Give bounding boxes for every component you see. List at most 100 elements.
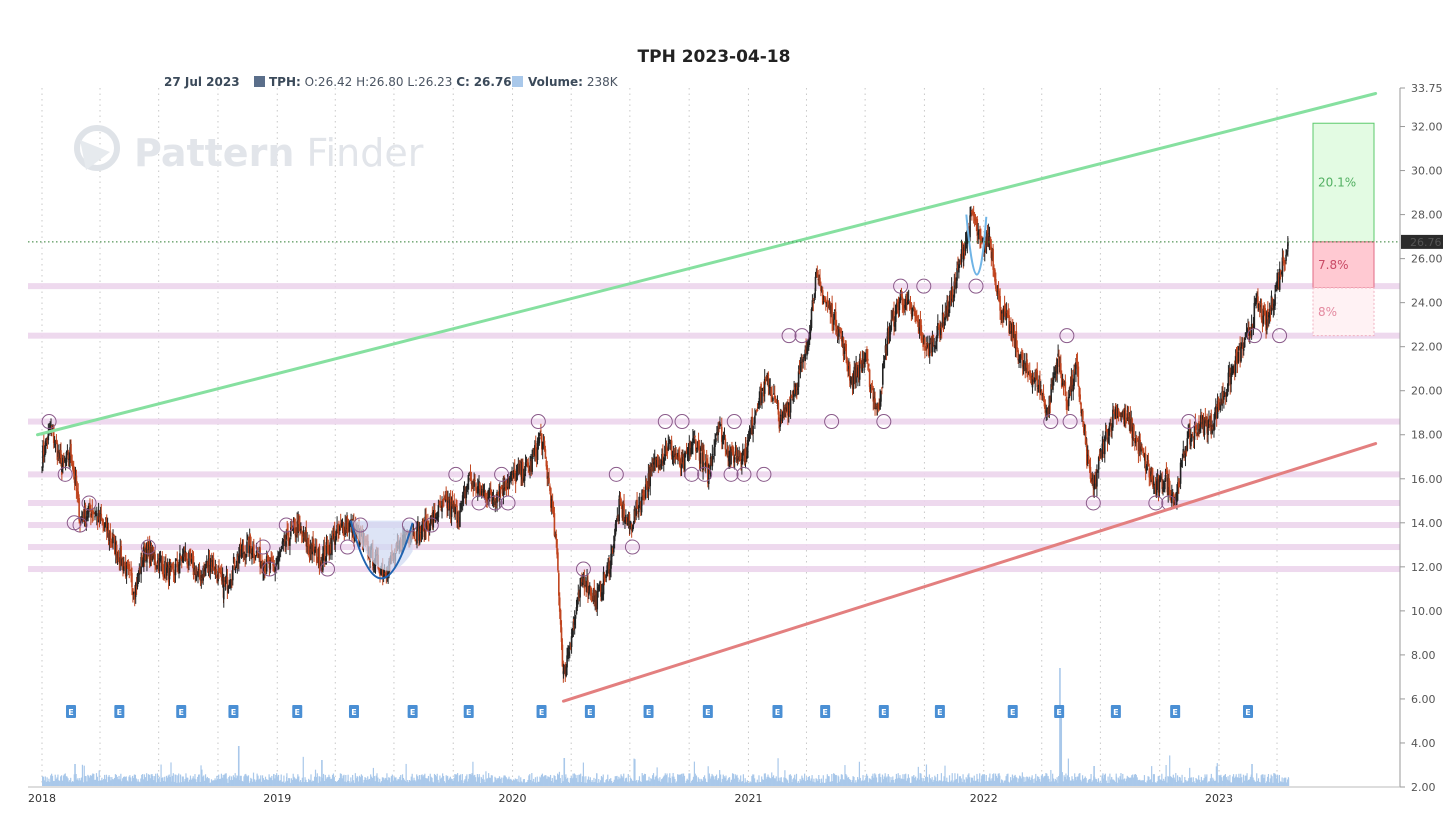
candle-body — [69, 447, 71, 460]
volume-bar — [778, 777, 780, 786]
candle-body — [79, 519, 81, 523]
candle-body — [873, 396, 875, 400]
volume-bar — [682, 776, 684, 786]
volume-bar — [1176, 775, 1179, 786]
volume-bar — [950, 780, 952, 786]
candle-body — [1081, 410, 1083, 415]
volume-bar — [319, 776, 321, 786]
volume-bar — [1237, 777, 1239, 786]
candle-body — [200, 575, 203, 581]
volume-bar — [793, 777, 795, 786]
volume-bar — [804, 773, 806, 786]
volume-bar — [702, 781, 704, 786]
candle-body — [543, 440, 546, 450]
candle-body — [684, 451, 687, 454]
volume-bar — [376, 773, 378, 786]
candle-body — [172, 569, 175, 573]
candle-body — [427, 520, 429, 526]
volume-bar — [600, 776, 603, 786]
y-tick-label: 2.00 — [1411, 781, 1436, 794]
volume-bar — [208, 778, 210, 786]
candle-body — [68, 458, 71, 461]
volume-bar — [650, 778, 652, 786]
candle-body — [439, 500, 442, 507]
candle-body — [867, 358, 869, 361]
volume-bar — [1135, 774, 1137, 786]
volume-bar — [992, 774, 994, 786]
volume-bar — [226, 778, 228, 786]
candle-body — [929, 338, 932, 340]
volume-bar — [463, 780, 465, 786]
y-tick-label: 33.75 — [1411, 82, 1443, 95]
candle-body — [1156, 478, 1159, 484]
candle-body — [1242, 346, 1244, 349]
volume-bar — [847, 777, 849, 786]
candle-body — [709, 457, 712, 470]
candle-body — [346, 522, 349, 528]
volume-bar — [627, 774, 629, 786]
candle-body — [871, 388, 874, 390]
volume-bar — [869, 778, 871, 786]
candle-body — [535, 455, 538, 458]
volume-bar — [924, 776, 927, 786]
last-price-tag-bg — [1401, 234, 1443, 249]
volume-bar — [422, 776, 424, 786]
candle-body — [123, 564, 126, 566]
volume-bar — [660, 781, 662, 786]
volume-bar — [119, 779, 121, 786]
volume-bar — [399, 776, 401, 786]
volume-bar — [711, 773, 713, 786]
volume-bar — [836, 782, 838, 786]
candle-body — [474, 479, 476, 481]
candle-body — [332, 533, 334, 539]
volume-bar — [703, 777, 705, 786]
candle-body — [373, 564, 376, 570]
volume-bar — [518, 775, 520, 786]
candle-body — [185, 552, 188, 559]
volume-bar — [1229, 774, 1231, 786]
candle-body — [310, 549, 313, 555]
candle-body — [425, 514, 427, 532]
candle-body — [881, 364, 884, 385]
volume-bar — [853, 776, 855, 786]
volume-bar — [602, 774, 604, 786]
candle-body — [888, 331, 891, 340]
volume-bar — [44, 776, 46, 786]
candle-body — [700, 447, 703, 451]
volume-bar — [1001, 779, 1003, 786]
earnings-marker: E — [772, 705, 783, 718]
volume-bar — [281, 781, 283, 786]
volume-bar — [1018, 778, 1020, 786]
candle-body — [1020, 353, 1023, 355]
candle-body — [217, 570, 219, 582]
volume-bar — [615, 776, 617, 786]
volume-bar — [1235, 774, 1237, 786]
candle-body — [565, 666, 567, 677]
volume-bar — [299, 780, 302, 786]
volume-bar — [668, 777, 670, 786]
candle-body — [605, 573, 608, 579]
volume-bar — [915, 776, 917, 786]
candle-body — [687, 450, 690, 455]
volume-bar — [153, 780, 155, 786]
candle-body — [992, 248, 994, 270]
candle-body — [78, 498, 80, 521]
volume-bar — [92, 773, 94, 786]
volume-bar — [90, 775, 93, 786]
candle-body — [575, 607, 578, 615]
volume-bar — [434, 775, 437, 786]
volume-bar — [430, 776, 432, 786]
candle-body — [686, 454, 689, 456]
earnings-box — [772, 705, 783, 718]
candle-body — [504, 486, 507, 491]
volume-bar — [1265, 782, 1267, 786]
candle-body — [458, 525, 460, 526]
volume-bar — [1241, 782, 1244, 786]
volume-bar — [80, 777, 83, 786]
volume-bar — [742, 774, 744, 786]
volume-bar — [1196, 779, 1198, 786]
candle-body — [1065, 398, 1068, 402]
volume-bar — [882, 779, 884, 786]
candle-body — [834, 311, 837, 327]
